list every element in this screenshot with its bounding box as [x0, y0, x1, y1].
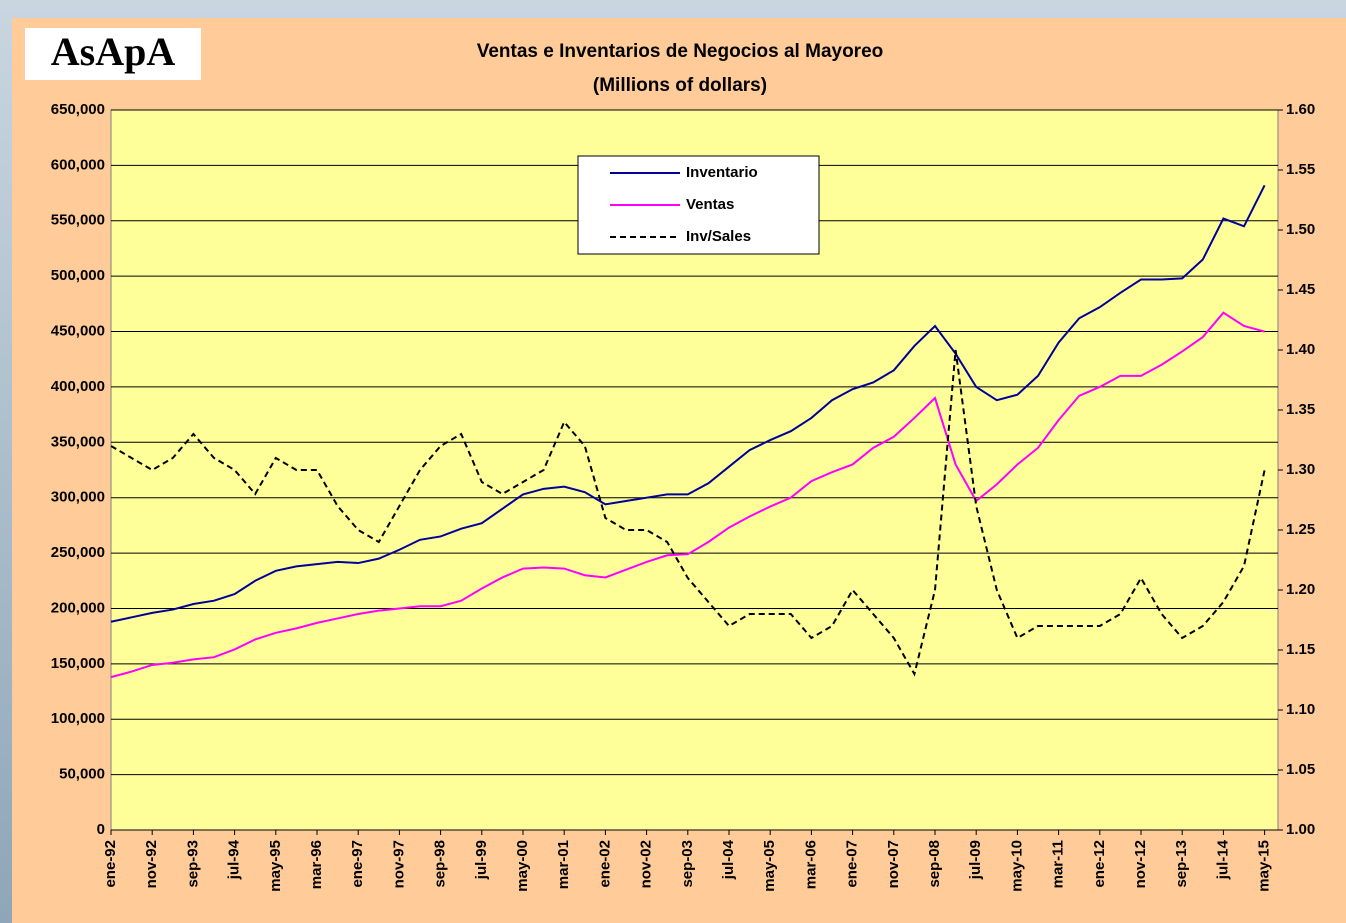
y2-tick-label: 1.50: [1286, 221, 1315, 238]
x-tick-label: may-00: [514, 840, 531, 892]
x-tick-label: ene-07: [844, 840, 861, 888]
x-tick-label: sep-13: [1173, 840, 1190, 888]
y-tick-label: 400,000: [51, 378, 105, 395]
x-tick-label: may-95: [267, 840, 284, 892]
logo-box: [25, 28, 201, 80]
x-tick-label: sep-98: [432, 840, 449, 888]
x-tick-label: ene-97: [349, 840, 366, 888]
y-tick-label: 100,000: [51, 710, 105, 727]
x-tick-label: nov-97: [390, 840, 407, 888]
y-tick-label: 450,000: [51, 323, 105, 340]
x-tick-label: mar-11: [1050, 840, 1067, 888]
y2-tick-label: 1.55: [1286, 161, 1315, 178]
x-tick-label: ene-02: [596, 840, 613, 888]
y-tick-label: 650,000: [51, 101, 105, 118]
y-tick-label: 250,000: [51, 544, 105, 561]
x-tick-label: sep-08: [926, 840, 943, 888]
series-line: [110, 184, 1266, 623]
y-tick-label: 300,000: [51, 489, 105, 506]
legend-label: Inventario: [686, 164, 758, 181]
x-tick-label: ene-12: [1091, 840, 1108, 888]
x-tick-label: nov-92: [143, 840, 160, 888]
y2-tick-label: 1.45: [1286, 281, 1315, 298]
y2-tick-label: 1.40: [1286, 341, 1315, 358]
y2-tick-label: 1.20: [1286, 581, 1315, 598]
x-tick-label: ene-92: [102, 840, 119, 888]
x-tick-label: sep-03: [679, 840, 696, 888]
x-tick-label: nov-12: [1132, 840, 1149, 888]
y-tick-label: 500,000: [51, 267, 105, 284]
legend-label: Inv/Sales: [686, 228, 751, 245]
x-tick-label: may-15: [1256, 840, 1273, 892]
y2-tick-label: 1.30: [1286, 461, 1315, 478]
y-tick-label: 200,000: [51, 599, 105, 616]
y-tick-label: 0: [97, 821, 105, 838]
series-line: [110, 349, 1266, 677]
x-tick-label: jul-99: [473, 840, 490, 880]
x-tick-label: jul-04: [720, 839, 737, 880]
y2-tick-label: 1.35: [1286, 401, 1315, 418]
y2-tick-label: 1.25: [1286, 521, 1315, 538]
x-tick-label: nov-02: [638, 840, 655, 888]
x-tick-label: jul-09: [967, 840, 984, 880]
legend-label: Ventas: [686, 196, 734, 213]
x-tick-label: nov-07: [885, 840, 902, 888]
y2-tick-label: 1.05: [1286, 761, 1315, 778]
logo: AsApA: [51, 29, 176, 74]
x-tick-label: jul-14: [1214, 839, 1231, 880]
y-tick-label: 50,000: [59, 766, 105, 783]
x-tick-label: jul-94: [226, 839, 243, 880]
y-tick-label: 600,000: [51, 156, 105, 173]
series-line: [110, 311, 1265, 679]
x-tick-label: mar-96: [308, 840, 325, 889]
x-tick-label: sep-93: [184, 840, 201, 888]
y2-tick-label: 1.10: [1286, 701, 1315, 718]
x-tick-label: mar-01: [555, 840, 572, 889]
x-tick-label: mar-06: [802, 840, 819, 889]
x-tick-label: may-05: [761, 840, 778, 892]
chart-title: Ventas e Inventarios de Negocios al Mayo…: [477, 41, 884, 62]
y2-tick-label: 1.00: [1286, 821, 1315, 838]
x-tick-label: may-10: [1008, 840, 1025, 892]
chart-subtitle: (Millions of dollars): [593, 75, 767, 96]
y-tick-label: 550,000: [51, 212, 105, 229]
y2-tick-label: 1.15: [1286, 641, 1315, 658]
y-tick-label: 350,000: [51, 433, 105, 450]
y-tick-label: 150,000: [51, 655, 105, 672]
y2-tick-label: 1.60: [1286, 101, 1315, 118]
